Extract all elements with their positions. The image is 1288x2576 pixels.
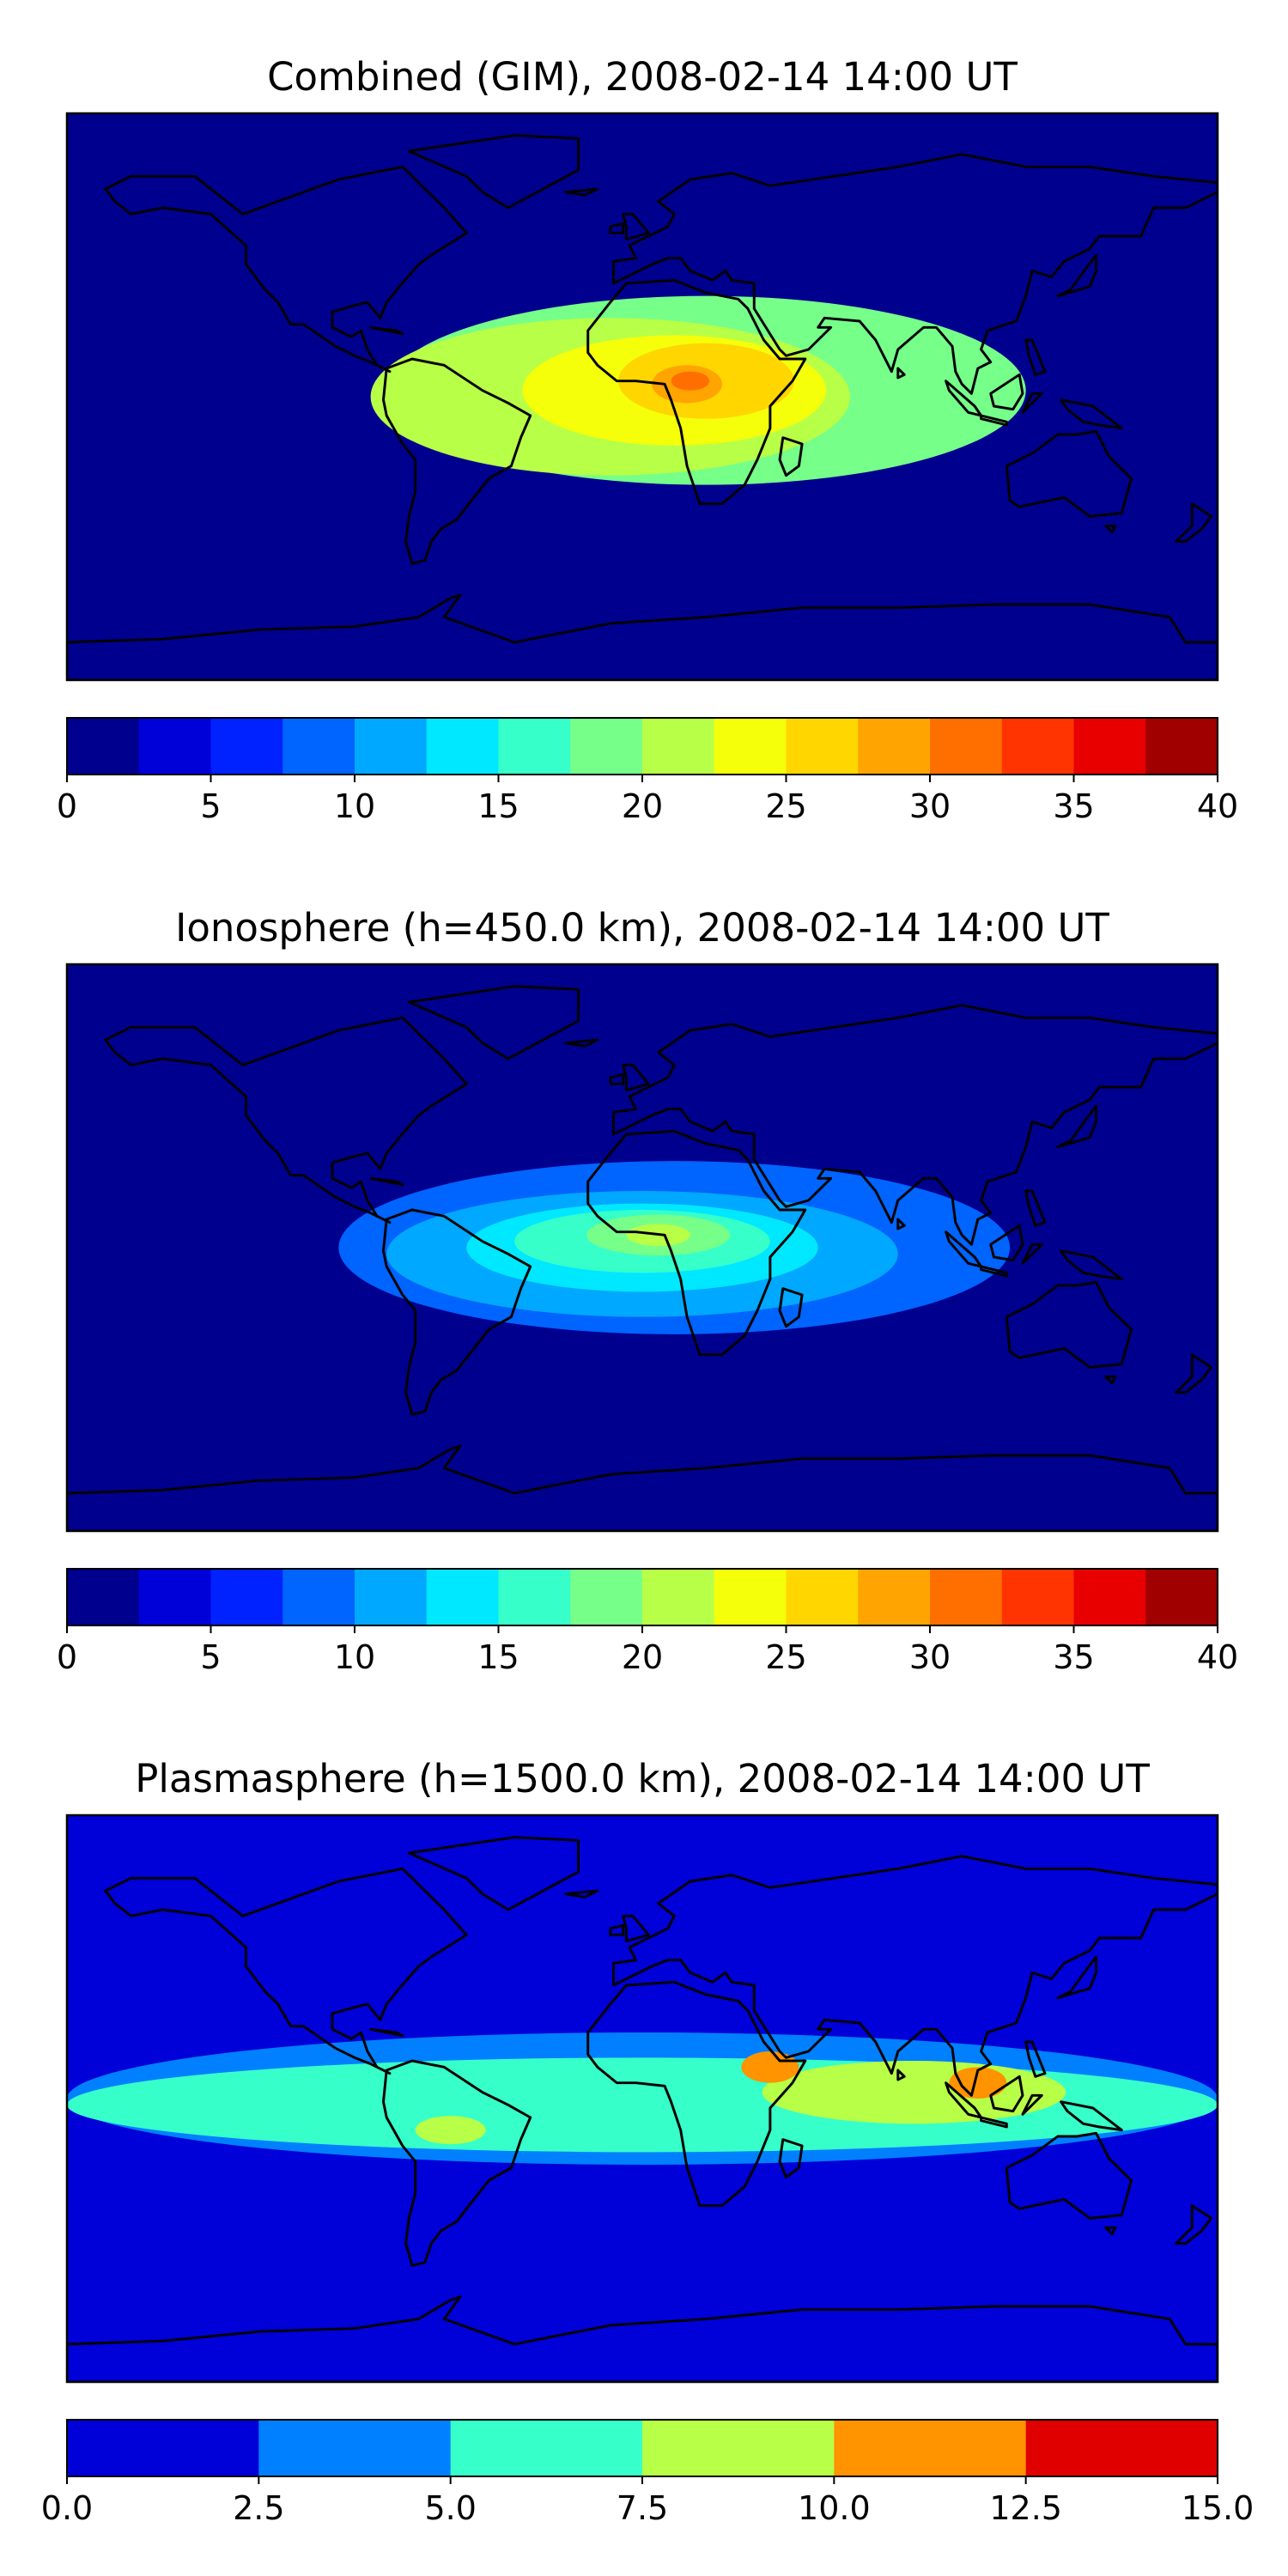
colorbar-tick-label: 25: [765, 1638, 806, 1676]
colorbar-segment-5: [1025, 2420, 1218, 2476]
colorbar-tick-label: 40: [1197, 787, 1238, 825]
map-ionosphere: [65, 963, 1219, 1533]
colorbar-segment-7: [570, 718, 643, 775]
colorbar-segment-6: [498, 1569, 571, 1625]
colorbar-segment-0: [67, 718, 140, 775]
colorbar-segment-3: [283, 1569, 355, 1625]
colorbar-segment-9: [714, 1569, 787, 1625]
colorbar-segment-14: [1073, 1569, 1146, 1625]
colorbar-tick-label: 35: [1053, 787, 1094, 825]
colorbar-segment-15: [1145, 718, 1218, 775]
colorbar-tick-label: 2.5: [233, 2489, 284, 2527]
colorbar-segment-11: [858, 1569, 931, 1625]
colorbar-segment-4: [355, 1569, 428, 1625]
colorbar-segment-12: [930, 718, 1003, 775]
colorbar-combined: 0 5 10 15 20 25 30 35 40: [57, 717, 1238, 825]
colorbar-segment-8: [642, 1569, 715, 1625]
colorbar-segment-7: [570, 1569, 643, 1625]
colorbar-segment-3: [283, 718, 355, 775]
colorbar-tick-label: 15: [477, 787, 519, 825]
field-contour-5: [671, 371, 710, 391]
map-combined: [65, 112, 1219, 682]
colorbar-ionosphere: 0 5 10 15 20 25 30 35 40: [57, 1568, 1238, 1676]
colorbar-segment-12: [930, 1569, 1003, 1625]
colorbar-tick-label: 12.5: [989, 2489, 1062, 2527]
colorbar-segment-8: [642, 718, 715, 775]
map-title-combined: Combined (GIM), 2008-02-14 14:00 UT: [267, 54, 1018, 100]
colorbar-tick-label: 35: [1053, 1638, 1094, 1676]
colorbar-segment-2: [210, 718, 283, 775]
colorbar-segment-5: [426, 1569, 499, 1625]
colorbar-segment-4: [834, 2420, 1027, 2476]
map-title-plasmasphere: Plasmasphere (h=1500.0 km), 2008-02-14 1…: [135, 1756, 1150, 1801]
map-frame: [65, 112, 1219, 682]
colorbar-segment-13: [1001, 1569, 1074, 1625]
colorbar-tick-label: 10: [334, 1638, 375, 1676]
colorbar-tick-label: 20: [622, 1638, 663, 1676]
map-frame: [65, 1814, 1219, 2384]
colorbar-segment-14: [1073, 718, 1146, 775]
field-contour-2: [762, 2061, 1066, 2124]
colorbar-tick-label: 10.0: [798, 2489, 871, 2527]
colorbar-tick-label: 7.5: [617, 2489, 668, 2527]
colorbar-segment-9: [714, 718, 787, 775]
colorbar-segment-13: [1001, 718, 1074, 775]
colorbar-tick-label: 5: [200, 787, 221, 825]
colorbar-tick-label: 5.0: [424, 2489, 476, 2527]
colorbar-segment-3: [642, 2420, 835, 2476]
colorbar-tick-label: 40: [1197, 1638, 1238, 1676]
colorbar-tick-label: 5: [200, 1638, 221, 1676]
colorbar-segment-15: [1145, 1569, 1218, 1625]
map-plasmasphere: [65, 1814, 1219, 2384]
colorbar-tick-label: 10: [334, 787, 375, 825]
field-contour-5: [949, 2067, 1007, 2099]
colorbar-tick-label: 25: [765, 787, 806, 825]
colorbar-tick-label: 15.0: [1182, 2489, 1255, 2527]
colorbar-tick-label: 30: [909, 787, 951, 825]
colorbar-tick-label: 15: [477, 1638, 519, 1676]
colorbar-segment-2: [450, 2420, 643, 2476]
colorbar-tick-label: 0: [57, 1638, 77, 1676]
colorbar-tick-label: 20: [622, 787, 663, 825]
colorbar-segment-2: [210, 1569, 283, 1625]
colorbar-tick-label: 0.0: [41, 2489, 93, 2527]
colorbar-segment-10: [786, 1569, 859, 1625]
field-contour-4: [741, 2051, 799, 2083]
colorbar-plasmasphere: 0.0 2.5 5.0 7.5 10.0 12.5 15.0: [41, 2419, 1255, 2527]
colorbar-segment-0: [67, 2420, 259, 2476]
colorbar-tick-label: 0: [57, 787, 77, 825]
colorbar-segment-10: [786, 718, 859, 775]
colorbar-segment-1: [258, 2420, 452, 2476]
field-contour-3: [415, 2116, 486, 2145]
colorbar-segment-1: [138, 718, 211, 775]
colorbar-tick-label: 30: [909, 1638, 951, 1676]
colorbar-segment-4: [355, 718, 428, 775]
colorbar-segment-0: [67, 1569, 140, 1625]
colorbar-segment-11: [858, 718, 931, 775]
map-title-ionosphere: Ionosphere (h=450.0 km), 2008-02-14 14:0…: [175, 905, 1109, 951]
colorbar-segment-1: [138, 1569, 211, 1625]
map-frame: [65, 963, 1219, 1533]
colorbar-segment-5: [426, 718, 499, 775]
colorbar-segment-6: [498, 718, 571, 775]
